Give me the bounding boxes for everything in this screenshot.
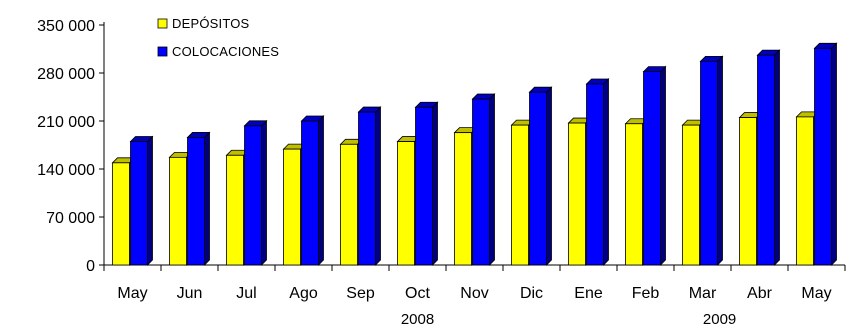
x-tick-label: Dic <box>520 285 543 302</box>
bar <box>357 106 382 266</box>
legend-swatch <box>157 18 168 29</box>
y-axis-labels: 350 000 280 000 210 000 140 000 70 000 0 <box>37 18 95 275</box>
x-tick-label: Jun <box>177 285 203 302</box>
bar-side <box>432 101 438 266</box>
bar-front <box>472 98 490 266</box>
year-label: 2008 <box>401 311 434 326</box>
bar-front <box>358 111 376 266</box>
legend-item: COLOCACIONES <box>157 44 279 59</box>
bar <box>585 78 610 266</box>
bar-side <box>318 115 324 266</box>
y-tick-label: 140 000 <box>37 162 95 179</box>
bar-front <box>700 60 718 266</box>
x-tick-label: Jul <box>236 285 256 302</box>
bar-side <box>204 131 210 266</box>
x-axis-labels: May Jun Jul Ago Sep Oct Nov Dic Ene Feb Mar Abr May 2… <box>117 285 831 326</box>
bar-side <box>717 55 723 266</box>
bar-front <box>244 125 262 266</box>
bar <box>471 93 496 266</box>
bar-front <box>814 47 832 266</box>
bar <box>243 119 268 266</box>
bar-front <box>568 122 586 266</box>
year-label: 2009 <box>703 311 736 326</box>
series-1 <box>129 42 838 266</box>
x-tick-label: Oct <box>405 285 430 302</box>
bar-side <box>261 119 267 266</box>
legend-label: DEPÓSITOS <box>172 16 250 31</box>
x-tick-label: Ago <box>289 285 318 302</box>
x-tick-label: Sep <box>346 285 375 302</box>
bar-side <box>831 42 837 266</box>
bar-side <box>489 93 495 266</box>
bar-front <box>283 148 301 266</box>
bar-front <box>796 116 814 266</box>
x-tick-label: Ene <box>574 285 603 302</box>
bar-front <box>643 71 661 266</box>
bar <box>813 42 838 266</box>
bar-front <box>301 120 319 266</box>
bar-side <box>774 49 780 266</box>
bar <box>528 86 553 266</box>
y-tick-label: 280 000 <box>37 66 95 83</box>
x-tick-label: May <box>117 285 147 302</box>
legend: DEPÓSITOS COLOCACIONES <box>157 16 279 59</box>
x-tick-label: Nov <box>460 285 488 302</box>
bar-front <box>625 123 643 266</box>
y-tick-label: 0 <box>86 258 95 275</box>
chart-bars <box>111 42 838 266</box>
bar-front <box>169 156 187 266</box>
x-tick-label: May <box>801 285 831 302</box>
bar-front <box>226 154 244 266</box>
bar-front <box>112 162 130 266</box>
legend-label: COLOCACIONES <box>172 44 279 59</box>
bar-front <box>586 83 604 266</box>
bar-side <box>660 65 666 266</box>
bar-side <box>603 78 609 266</box>
y-tick-label: 210 000 <box>37 114 95 131</box>
bar-front <box>340 143 358 266</box>
bar-front <box>187 137 205 266</box>
bar-front <box>529 91 547 266</box>
x-tick-label: Mar <box>689 285 717 302</box>
y-tick-label: 350 000 <box>37 18 95 35</box>
bar <box>642 65 667 266</box>
legend-item: DEPÓSITOS <box>157 16 250 31</box>
bar-side <box>147 135 153 266</box>
bar <box>300 115 325 266</box>
bar-front <box>682 124 700 266</box>
bar-front <box>454 132 472 266</box>
bar <box>699 55 724 266</box>
bar-front <box>130 141 148 266</box>
legend-swatch <box>157 46 168 57</box>
bar-side <box>375 106 381 266</box>
bar-side <box>546 86 552 266</box>
bar <box>129 135 154 266</box>
bar-front <box>511 124 529 266</box>
bar-front <box>739 117 757 266</box>
bar-front <box>757 54 775 266</box>
x-tick-label: Abr <box>747 285 773 302</box>
bar <box>414 101 439 266</box>
y-tick-label: 70 000 <box>46 210 95 227</box>
bar <box>186 131 211 266</box>
bar-front <box>415 106 433 266</box>
bar-front <box>397 141 415 266</box>
x-tick-label: Feb <box>632 285 660 302</box>
bar <box>756 49 781 266</box>
